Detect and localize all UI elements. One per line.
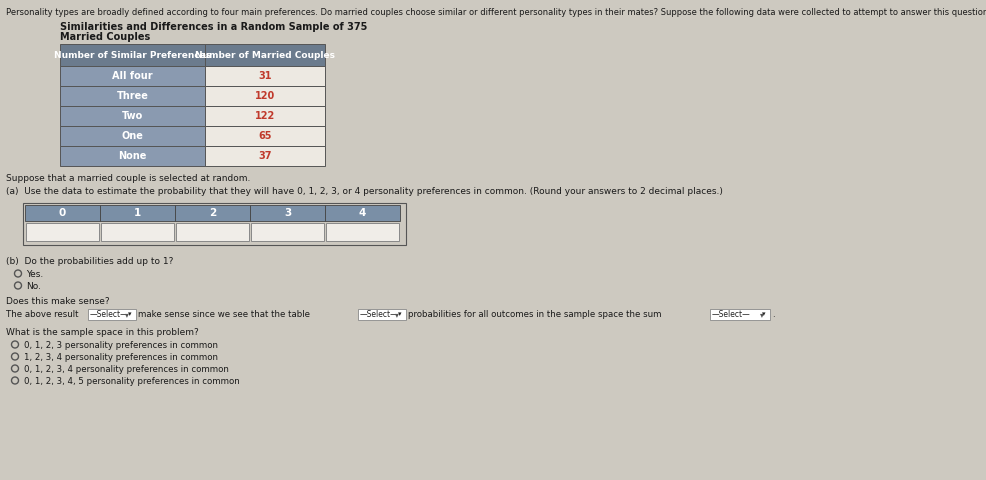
- Text: —Select—: —Select—: [712, 310, 750, 319]
- Bar: [25, 205, 100, 221]
- Text: 0, 1, 2, 3 personality preferences in common: 0, 1, 2, 3 personality preferences in co…: [24, 341, 218, 350]
- Text: Married Couples: Married Couples: [60, 32, 150, 42]
- Text: make sense since we see that the table: make sense since we see that the table: [138, 310, 313, 319]
- Bar: [205, 146, 325, 166]
- Bar: [100, 205, 175, 221]
- Bar: [325, 205, 400, 221]
- Text: One: One: [121, 131, 143, 141]
- Text: ▾: ▾: [762, 312, 765, 317]
- Text: .: .: [772, 310, 775, 319]
- Text: Suppose that a married couple is selected at random.: Suppose that a married couple is selecte…: [6, 174, 250, 183]
- Bar: [358, 309, 406, 320]
- Bar: [205, 86, 325, 106]
- Text: What is the sample space in this problem?: What is the sample space in this problem…: [6, 328, 199, 337]
- Bar: [60, 106, 205, 126]
- Text: The above result: The above result: [6, 310, 81, 319]
- Text: 122: 122: [254, 111, 275, 121]
- Text: All four: All four: [112, 71, 153, 81]
- Text: ▾: ▾: [398, 312, 401, 317]
- Text: 4: 4: [359, 208, 366, 218]
- Bar: [205, 44, 325, 66]
- Text: Similarities and Differences in a Random Sample of 375: Similarities and Differences in a Random…: [60, 22, 368, 32]
- Text: Personality types are broadly defined according to four main preferences. Do mar: Personality types are broadly defined ac…: [6, 8, 986, 17]
- Text: 37: 37: [258, 151, 272, 161]
- Text: Three: Three: [116, 91, 149, 101]
- Bar: [101, 223, 174, 241]
- Text: Yes.: Yes.: [26, 270, 43, 279]
- Text: 1: 1: [134, 208, 141, 218]
- Text: (b)  Do the probabilities add up to 1?: (b) Do the probabilities add up to 1?: [6, 257, 174, 266]
- Bar: [251, 223, 324, 241]
- Text: None: None: [118, 151, 147, 161]
- Bar: [176, 223, 249, 241]
- Text: ▾: ▾: [125, 310, 129, 319]
- Text: 1, 2, 3, 4 personality preferences in common: 1, 2, 3, 4 personality preferences in co…: [24, 353, 218, 362]
- Bar: [26, 223, 99, 241]
- Bar: [205, 66, 325, 86]
- Bar: [60, 66, 205, 86]
- Text: ▾: ▾: [760, 310, 764, 319]
- Text: Does this make sense?: Does this make sense?: [6, 297, 109, 306]
- Bar: [60, 44, 205, 66]
- Bar: [88, 309, 136, 320]
- Text: 65: 65: [258, 131, 272, 141]
- Text: ▾: ▾: [128, 312, 131, 317]
- Text: probabilities for all outcomes in the sample space the sum: probabilities for all outcomes in the sa…: [408, 310, 665, 319]
- Text: —Select—: —Select—: [360, 310, 398, 319]
- Bar: [60, 146, 205, 166]
- Text: ▾: ▾: [395, 310, 399, 319]
- Text: 0, 1, 2, 3, 4, 5 personality preferences in common: 0, 1, 2, 3, 4, 5 personality preferences…: [24, 377, 240, 386]
- Text: 120: 120: [254, 91, 275, 101]
- Text: —Select—: —Select—: [90, 310, 129, 319]
- Text: 0: 0: [59, 208, 66, 218]
- Bar: [205, 126, 325, 146]
- Bar: [23, 203, 406, 245]
- Bar: [60, 126, 205, 146]
- Text: No.: No.: [26, 282, 41, 291]
- Bar: [60, 86, 205, 106]
- Text: 31: 31: [258, 71, 272, 81]
- Bar: [175, 205, 250, 221]
- Bar: [250, 205, 325, 221]
- Bar: [205, 106, 325, 126]
- Text: 0, 1, 2, 3, 4 personality preferences in common: 0, 1, 2, 3, 4 personality preferences in…: [24, 365, 229, 374]
- Bar: [710, 309, 770, 320]
- Text: Two: Two: [122, 111, 143, 121]
- Text: 3: 3: [284, 208, 291, 218]
- Text: Number of Married Couples: Number of Married Couples: [195, 50, 335, 60]
- Bar: [326, 223, 399, 241]
- Text: 2: 2: [209, 208, 216, 218]
- Text: Number of Similar Preferences: Number of Similar Preferences: [54, 50, 211, 60]
- Text: (a)  Use the data to estimate the probability that they will have 0, 1, 2, 3, or: (a) Use the data to estimate the probabi…: [6, 187, 723, 196]
